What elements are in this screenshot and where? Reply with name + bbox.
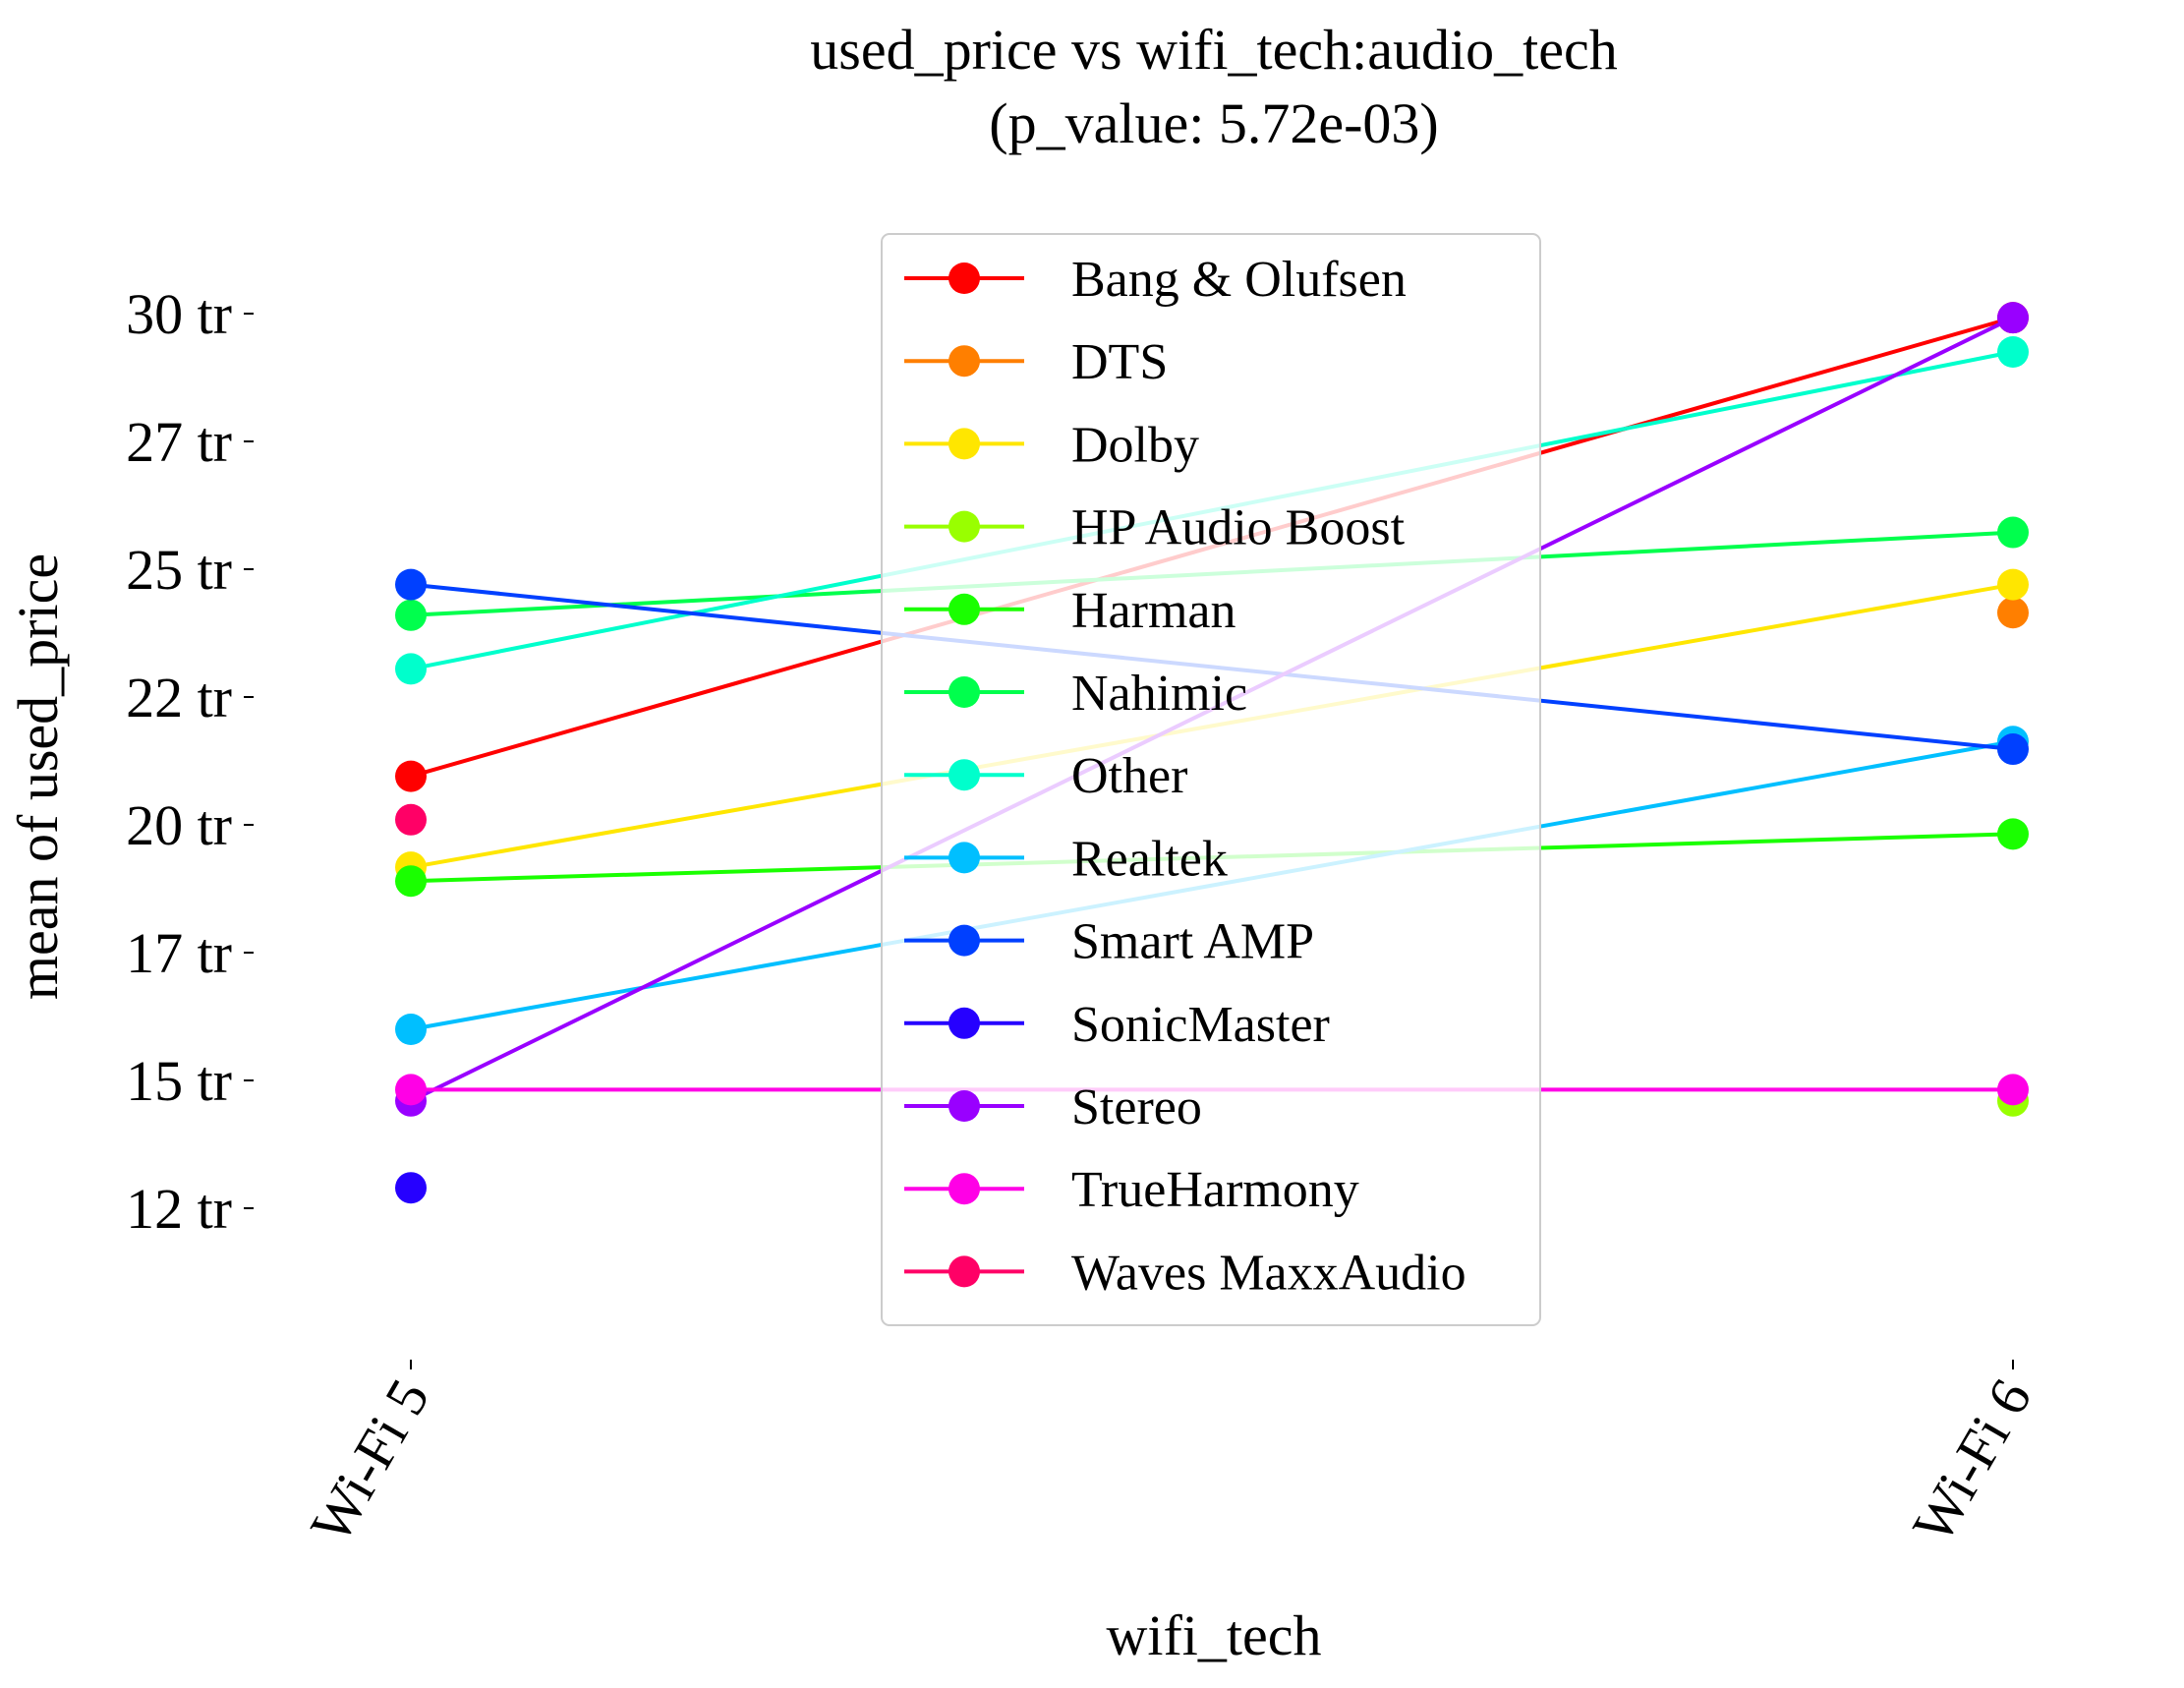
legend-marker — [948, 428, 980, 460]
legend-marker — [948, 1173, 980, 1205]
data-point — [395, 1014, 427, 1045]
data-point — [1997, 568, 2029, 601]
data-point — [1997, 1074, 2029, 1106]
legend-marker — [948, 1090, 980, 1122]
legend-marker — [948, 345, 980, 378]
legend-item: SonicMaster — [904, 997, 1330, 1053]
legend-label: Other — [1071, 748, 1187, 804]
legend-item: Dolby — [904, 417, 1199, 473]
chart-title: used_price vs wifi_tech:audio_tech — [810, 18, 1617, 82]
legend-label: DTS — [1071, 334, 1168, 390]
y-tick-label: 22 tr — [126, 666, 232, 729]
series-dts — [1997, 597, 2029, 629]
legend-item: Waves MaxxAudio — [904, 1245, 1466, 1301]
legend-marker — [948, 510, 980, 543]
legend: Bang & Olufsen DTS Dolby HP Audio Boost Harm… — [881, 233, 1541, 1326]
data-point — [1997, 516, 2029, 549]
legend-item: Stereo — [904, 1079, 1202, 1135]
data-point — [395, 568, 427, 601]
data-point — [395, 1074, 427, 1106]
data-point — [395, 599, 427, 631]
legend-label: TrueHarmony — [1071, 1162, 1359, 1218]
data-point — [1997, 302, 2029, 334]
legend-label: Stereo — [1071, 1079, 1202, 1135]
series-sonicmaster — [395, 1172, 427, 1204]
data-point — [1997, 336, 2029, 368]
legend-item: Nahimic — [904, 666, 1247, 722]
legend-item: HP Audio Boost — [904, 500, 1406, 556]
y-tick-label: 30 tr — [126, 282, 232, 346]
legend-label: HP Audio Boost — [1071, 500, 1406, 556]
legend-marker — [948, 593, 980, 625]
y-tick-label: 15 tr — [126, 1049, 232, 1113]
y-axis: 12 tr 15 tr 17 tr 20 tr 22 tr 25 tr 27 tr 30 tr — [126, 282, 254, 1241]
data-point — [395, 1172, 427, 1204]
legend-marker — [948, 842, 980, 874]
data-point — [1997, 818, 2029, 850]
legend-marker — [948, 1255, 980, 1288]
legend-frame — [881, 233, 1541, 1326]
data-point — [1997, 597, 2029, 629]
chart-subtitle: (p_value: 5.72e-03) — [989, 91, 1438, 155]
series-waves-maxxaudio — [395, 803, 427, 836]
legend-label: Smart AMP — [1071, 914, 1314, 970]
legend-marker — [948, 924, 980, 957]
legend-label: Realtek — [1071, 831, 1228, 887]
data-point — [395, 865, 427, 898]
legend-label: Nahimic — [1071, 666, 1247, 722]
legend-label: Dolby — [1071, 417, 1199, 473]
data-point — [395, 803, 427, 836]
legend-item: Realtek — [904, 831, 1228, 887]
legend-item: TrueHarmony — [904, 1162, 1359, 1218]
legend-marker — [948, 759, 980, 791]
legend-label: Harman — [1071, 583, 1236, 639]
y-tick-label: 27 tr — [126, 410, 232, 474]
data-point — [1997, 733, 2029, 766]
y-tick-label: 25 tr — [126, 538, 232, 602]
legend-marker — [948, 676, 980, 708]
y-axis-label: mean of used_price — [6, 553, 70, 1000]
data-point — [395, 653, 427, 685]
y-tick-label: 12 tr — [126, 1177, 232, 1241]
data-point — [395, 760, 427, 792]
legend-item: Other — [904, 748, 1187, 804]
legend-item: DTS — [904, 334, 1168, 390]
legend-label: SonicMaster — [1071, 997, 1330, 1053]
legend-label: Waves MaxxAudio — [1071, 1245, 1466, 1301]
legend-marker — [948, 1007, 980, 1039]
legend-item: Smart AMP — [904, 914, 1314, 970]
legend-item: Harman — [904, 583, 1236, 639]
legend-marker — [948, 262, 980, 294]
legend-item: Bang & Olufsen — [904, 252, 1407, 308]
x-axis-label: wifi_tech — [1106, 1603, 1321, 1667]
legend-label: Bang & Olufsen — [1071, 252, 1407, 308]
y-tick-label: 17 tr — [126, 921, 232, 985]
y-tick-label: 20 tr — [126, 793, 232, 857]
